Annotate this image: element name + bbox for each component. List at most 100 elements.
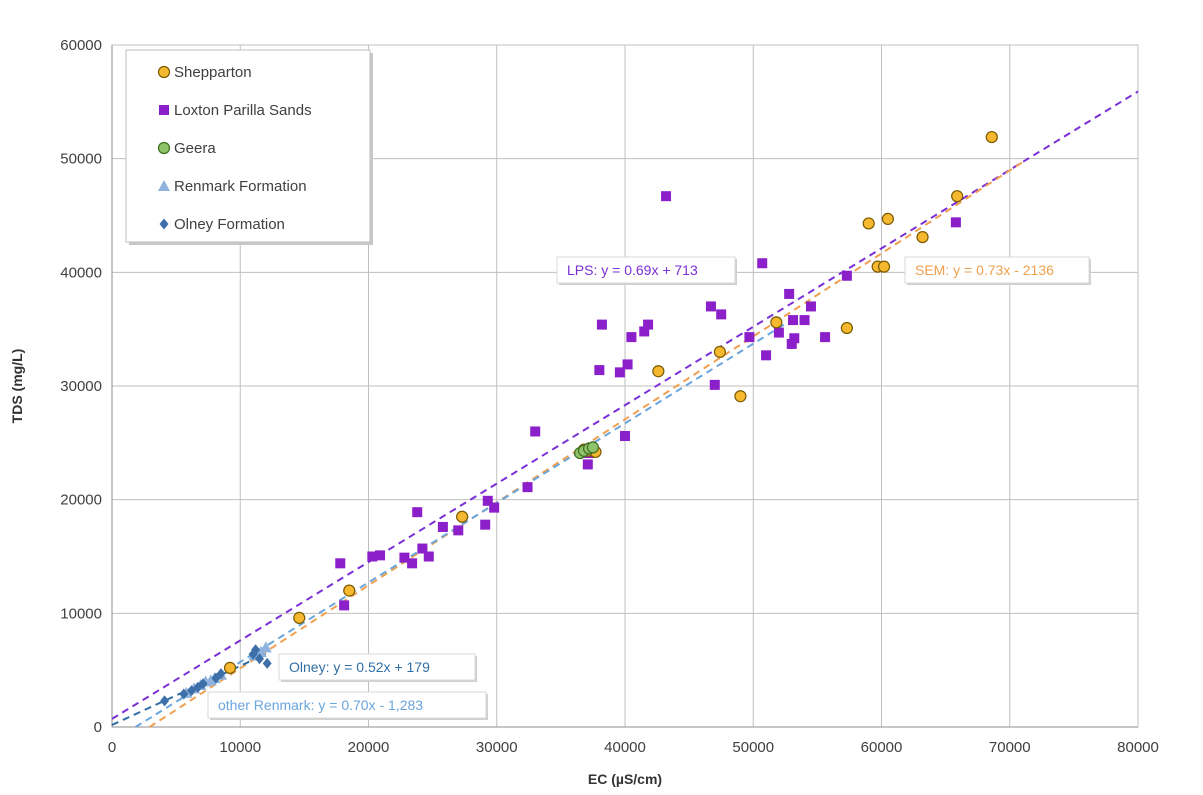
olney-formation-point [187,685,197,697]
legend-label: Geera [174,140,216,157]
olney-formation-point [254,653,264,665]
y-tick-label: 10000 [60,605,102,622]
geera-point [586,441,600,454]
loxton-parilla-sands-point [522,482,533,493]
loxton-parilla-sands-point [820,332,831,343]
loxton-parilla-sands-point [482,495,493,506]
shepparton-point [951,190,964,203]
loxton-parilla-sands-point [709,379,720,390]
shepparton-point [713,345,727,358]
y-tick-label: 40000 [60,264,102,281]
loxton-parilla-sands-point [375,550,386,561]
loxton-parilla-sands-point [757,258,768,269]
olney-formation-point [160,695,170,707]
loxton-parilla-sands-point [367,551,378,562]
trendline-label-box [278,653,476,681]
y-tick-label: 60000 [60,37,102,54]
x-tick-label: 30000 [476,739,518,756]
shepparton-point [877,260,891,273]
loxton-parilla-sands-point [412,507,423,518]
loxton-parilla-sands-point [841,270,852,281]
loxton-parilla-sands-point [788,315,799,326]
loxton-parilla-sands-point [453,525,464,536]
loxton-parilla-sands-point [594,365,605,376]
loxton-parilla-sands-point [773,327,784,338]
olney-formation-point [159,218,169,230]
x-tick-label: 70000 [989,739,1031,756]
loxton-parilla-sands-point [626,332,637,343]
loxton-parilla-sands-point [799,315,810,326]
shepparton-point [985,130,998,144]
trendline-labels: LPS: y = 0.69x + 713 SEM: y = 0.73x - 213… [207,256,1091,720]
loxton-parilla-sands-point [744,332,755,343]
loxton-parilla-sands-point [399,552,410,563]
x-tick-label: 80000 [1117,739,1159,756]
olney-formation-point [216,668,226,680]
data-points [160,130,998,707]
trendline [134,323,786,728]
y-tick-label: 30000 [60,378,102,395]
loxton-parilla-sands-point [639,326,650,337]
trendline [111,90,1139,720]
trendline-label: SEM: y = 0.73x - 2136 [915,262,1054,278]
axes: 0 10000 20000 30000 40000 50000 60000 70000 8000… [60,37,1159,756]
loxton-parilla-sands-point [622,359,633,370]
loxton-parilla-sands-point [159,105,169,115]
y-tick-label: 0 [94,719,102,736]
loxton-parilla-sands-point [620,431,630,442]
shepparton-point [223,661,237,674]
shepparton-point [734,390,747,403]
loxton-parilla-sands-point [805,301,816,312]
legend-label: Shepparton [174,64,252,81]
olney-formation-point [262,657,272,669]
loxton-parilla-sands-point [596,319,607,330]
y-axis-title: TDS (mg/L) [9,349,25,424]
trendline-label: LPS: y = 0.69x + 713 [567,262,698,278]
loxton-parilla-sands-point [335,558,346,569]
loxton-parilla-sands-point [437,521,448,532]
shepparton-point [916,230,929,244]
loxton-parilla-sands-point [530,426,541,437]
x-tick-label: 40000 [604,739,646,756]
loxton-parilla-sands-point [614,367,625,378]
olney-formation-point [198,678,208,690]
shepparton-point [157,65,171,79]
x-tick-label: 10000 [219,739,261,756]
loxton-parilla-sands-point [705,301,716,312]
loxton-parilla-sands-point [761,350,772,361]
legend-label: Renmark Formation [174,178,307,195]
y-tick-label: 20000 [60,492,102,509]
renmark-formation-point [158,180,170,191]
loxton-parilla-sands-point [489,502,500,513]
loxton-parilla-sands-point [407,558,418,569]
loxton-parilla-sands-point [417,543,428,554]
renmark-formation-point [259,641,272,653]
shepparton-point [456,510,469,523]
olney-formation-point [251,644,261,656]
legend: Shepparton Loxton Parilla Sands Geera Renma… [125,49,373,245]
x-tick-label: 0 [108,739,116,756]
olney-formation-point [248,648,258,660]
x-tick-label: 20000 [348,739,390,756]
shepparton-point [770,316,783,329]
legend-label: Loxton Parilla Sands [174,102,312,119]
trendline-label-box [207,691,487,719]
trendline-label: Olney: y = 0.52x + 179 [289,659,430,675]
legend-label: Olney Formation [174,216,285,233]
shepparton-point [293,611,306,624]
geera-point [157,141,171,155]
loxton-parilla-sands-point [582,459,593,470]
shepparton-point [840,321,853,335]
olney-formation-point [179,688,189,700]
loxton-parilla-sands-point [784,288,795,299]
loxton-parilla-sands-point [661,191,672,202]
loxton-parilla-sands-point [339,600,350,611]
loxton-parilla-sands-point [950,217,961,228]
y-tick-label: 50000 [60,151,102,168]
trendline-label-box [904,256,1090,284]
loxton-parilla-sands-point [480,519,491,530]
x-tick-label: 50000 [732,739,774,756]
shepparton-point [652,365,665,378]
